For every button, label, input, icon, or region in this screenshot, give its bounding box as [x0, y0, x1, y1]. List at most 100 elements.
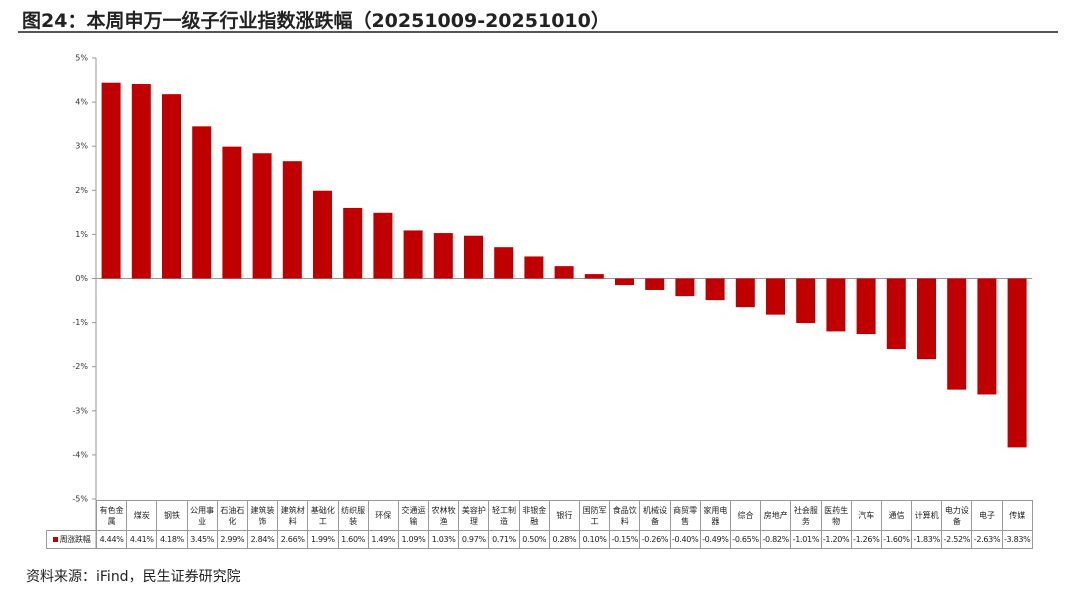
bar	[584, 274, 604, 279]
bar	[947, 278, 967, 390]
category-label: 非银金融	[518, 500, 550, 531]
value-label: 2.84%	[246, 530, 279, 549]
category-label: 国防军工	[578, 500, 611, 531]
title: 图24：本周申万一级子行业指数涨跌幅（20251009-20251010）	[22, 10, 610, 32]
category-label: 计算机	[911, 500, 943, 531]
bar	[615, 278, 634, 286]
value-label: -0.65%	[729, 530, 762, 549]
bar	[554, 266, 574, 279]
value-label: -0.15%	[609, 530, 641, 549]
bar	[645, 278, 665, 290]
bar	[433, 233, 453, 279]
value-label: 3.45%	[186, 530, 218, 549]
category-label: 传媒	[1001, 500, 1033, 531]
category-label: 家用电器	[699, 500, 731, 531]
value-label: -1.83%	[911, 530, 943, 549]
bar	[131, 84, 151, 279]
bar	[282, 161, 302, 279]
value-label: 2.66%	[277, 530, 309, 549]
y-tick-label: -4%	[72, 450, 88, 459]
value-label: 1.99%	[307, 530, 339, 549]
value-label: 2.99%	[216, 530, 248, 549]
category-label: 钢铁	[156, 500, 188, 531]
category-label: 医药生物	[820, 500, 852, 531]
category-label: 电子	[971, 500, 1003, 531]
value-row: 周涨跌幅 4.44% 4.41% 4.18% 3.45% 2.99% 2.84% 2.66% 1…	[46, 530, 1033, 549]
category-label: 农林牧渔	[428, 500, 460, 531]
category-label: 美容护理	[458, 500, 490, 531]
value-label: -0.49%	[699, 530, 731, 549]
y-tick-label: -2%	[72, 362, 88, 371]
y-tick-label: 5%	[75, 54, 88, 63]
value-label: 4.18%	[156, 530, 188, 549]
category-label: 轻工制造	[488, 500, 520, 531]
bar	[373, 212, 393, 279]
bar	[252, 153, 272, 279]
value-label: 0.10%	[578, 530, 611, 549]
category-label: 建筑装饰	[246, 500, 279, 531]
bar	[101, 82, 121, 279]
bar	[403, 230, 423, 279]
bar	[313, 190, 332, 279]
source: 资料来源：iFind，民生证券研究院	[26, 569, 241, 585]
bar	[796, 278, 816, 324]
value-label: -3.83%	[1001, 530, 1033, 549]
value-label: -2.52%	[941, 530, 973, 549]
title-rule	[18, 31, 1058, 33]
y-tick-label: -5%	[72, 495, 88, 504]
value-label: -0.82%	[760, 530, 792, 549]
category-label: 房地产	[760, 500, 792, 531]
bar	[735, 278, 755, 308]
value-label: -1.60%	[880, 530, 913, 549]
category-label: 通信	[880, 500, 913, 531]
bar	[464, 235, 483, 279]
category-label: 食品饮料	[609, 500, 641, 531]
category-label: 纺织服装	[337, 500, 369, 531]
bar	[856, 278, 876, 335]
value-label: 1.60%	[337, 530, 369, 549]
category-label: 银行	[548, 500, 581, 531]
value-label: -1.01%	[790, 530, 822, 549]
value-label: -0.40%	[669, 530, 701, 549]
bar	[977, 278, 997, 395]
y-tick-label: -3%	[72, 406, 88, 415]
category-label: 社会服务	[790, 500, 822, 531]
table-corner	[46, 500, 97, 531]
bar	[675, 278, 695, 297]
value-label: -2.63%	[971, 530, 1003, 549]
value-label: 4.41%	[126, 530, 158, 549]
bar	[162, 94, 181, 279]
value-label: 0.50%	[518, 530, 550, 549]
y-tick-label: 1%	[75, 230, 88, 239]
bar	[826, 278, 846, 332]
value-label: 1.03%	[428, 530, 460, 549]
category-label: 基础化工	[307, 500, 339, 531]
data-table: 有色金属 煤炭 钢铁 公用事业 石油石化 建筑装饰 建筑材料 基础化工 纺织服装 环保 交通运输 农林…	[46, 500, 1033, 549]
category-row: 有色金属 煤炭 钢铁 公用事业 石油石化 建筑装饰 建筑材料 基础化工 纺织服装 环保 交通运输 农林…	[46, 500, 1033, 531]
y-tick-label: 3%	[75, 142, 88, 151]
bar	[1007, 278, 1027, 448]
y-tick-label: 4%	[75, 98, 88, 107]
category-label: 煤炭	[126, 500, 158, 531]
category-label: 公用事业	[186, 500, 218, 531]
value-label: 0.97%	[458, 530, 490, 549]
category-label: 机械设备	[639, 500, 671, 531]
y-tick-label: -1%	[72, 318, 88, 327]
bar	[917, 278, 936, 360]
y-tick-label: 2%	[75, 186, 88, 195]
bar	[192, 126, 212, 279]
bar	[222, 146, 242, 279]
bar	[766, 278, 785, 315]
legend: 周涨跌幅	[46, 530, 97, 549]
category-label: 环保	[367, 500, 399, 531]
category-label: 交通运输	[397, 500, 430, 531]
value-label: 4.44%	[95, 530, 128, 549]
category-label: 有色金属	[95, 500, 128, 531]
bar	[343, 207, 363, 279]
bar	[705, 278, 725, 301]
value-label: 0.71%	[488, 530, 520, 549]
category-label: 石油石化	[216, 500, 248, 531]
legend-label: 周涨跌幅	[59, 535, 91, 544]
category-label: 电力设备	[941, 500, 973, 531]
